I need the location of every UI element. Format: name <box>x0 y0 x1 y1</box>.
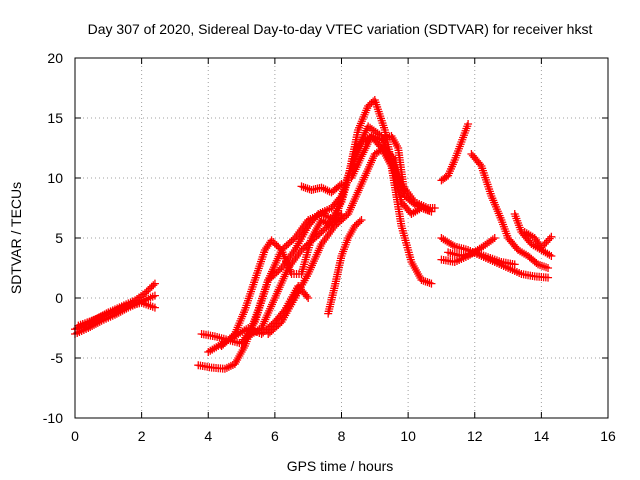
trace-marker <box>301 183 310 192</box>
series-arc-8 <box>244 122 436 341</box>
trace-marker <box>425 278 434 287</box>
x-tick-label: 0 <box>71 428 79 444</box>
chart-title: Day 307 of 2020, Sidereal Day-to-day VTE… <box>88 21 593 37</box>
trace-marker <box>381 134 390 143</box>
series-arc-14 <box>467 150 553 272</box>
trace-marker <box>226 361 235 370</box>
trace-marker <box>421 277 430 286</box>
data-point <box>220 364 229 373</box>
series-arc-13 <box>437 120 473 185</box>
trace-marker <box>371 133 380 142</box>
x-tick-label: 6 <box>271 428 279 444</box>
x-axis: 0 2 4 6 8 10 12 14 16 <box>71 58 616 444</box>
trace-marker <box>335 181 344 190</box>
x-tick-label: 16 <box>600 428 616 444</box>
x-tick-label: 8 <box>338 428 346 444</box>
series-arc-11 <box>324 216 366 318</box>
trace-marker <box>542 263 551 272</box>
trace-marker <box>545 234 554 243</box>
x-tick-label: 14 <box>534 428 550 444</box>
trace-marker <box>224 362 233 371</box>
data-point <box>464 120 473 128</box>
y-tick-label: -10 <box>43 410 63 426</box>
data-point <box>490 234 499 242</box>
trace-marker <box>302 292 311 301</box>
trace-marker <box>379 134 388 143</box>
x-tick-label: 10 <box>400 428 416 444</box>
data-point <box>377 135 386 144</box>
data-point <box>510 260 519 269</box>
data-point <box>337 180 346 188</box>
data-point <box>150 303 159 312</box>
trace-marker <box>299 183 308 192</box>
y-axis: -10 -5 0 5 10 15 20 <box>43 50 608 426</box>
trace-marker <box>538 261 547 270</box>
x-tick-label: 12 <box>467 428 483 444</box>
trace-marker <box>544 236 553 245</box>
series-arc-12 <box>347 132 409 200</box>
x-axis-title: GPS time / hours <box>287 458 394 474</box>
data-point <box>430 204 439 212</box>
data-point <box>427 279 436 288</box>
y-tick-label: -5 <box>51 350 64 366</box>
trace-marker <box>355 217 364 226</box>
trace-marker <box>239 344 248 352</box>
data-point <box>534 260 543 269</box>
x-tick-label: 4 <box>204 428 212 444</box>
trace-marker <box>319 184 328 193</box>
trace-marker <box>536 261 545 270</box>
series-arc-17 <box>444 248 519 269</box>
trace-marker <box>149 281 158 290</box>
data-marks <box>71 96 556 373</box>
y-tick-label: 0 <box>55 290 63 306</box>
trace-marker <box>222 363 231 372</box>
y-tick-label: 5 <box>55 230 63 246</box>
data-point <box>150 279 159 288</box>
data-point <box>417 276 426 284</box>
trace-marker <box>249 319 258 328</box>
series-arc-10 <box>297 180 346 197</box>
trace-marker <box>423 278 432 287</box>
data-point <box>547 232 556 241</box>
data-point <box>367 132 376 140</box>
data-point <box>317 183 326 192</box>
series-arc-3 <box>74 298 159 330</box>
y-tick-label: 20 <box>47 50 63 66</box>
data-point <box>304 294 313 302</box>
data-point <box>357 216 366 224</box>
data-point <box>400 192 409 200</box>
trace-marker <box>303 184 312 193</box>
data-point <box>150 291 159 300</box>
x-tick-label: 2 <box>138 428 146 444</box>
trace-marker <box>539 241 548 250</box>
y-tick-label: 10 <box>47 170 63 186</box>
series-arc-19 <box>520 228 556 252</box>
data-point <box>544 264 553 272</box>
trace-marker <box>389 154 398 163</box>
y-tick-label: 15 <box>47 110 63 126</box>
trace-marker <box>369 132 378 141</box>
trace-marker <box>419 276 428 285</box>
trace-marker <box>393 142 402 150</box>
trace-marker <box>542 238 551 247</box>
trace-marker <box>545 250 554 259</box>
trace-marker <box>321 185 330 194</box>
trace-marker <box>448 241 457 250</box>
data-point <box>547 252 556 260</box>
data-point <box>297 182 306 191</box>
data-point <box>544 273 553 282</box>
trace-marker <box>540 240 549 248</box>
trace-marker <box>488 235 497 244</box>
trace-marker <box>373 134 382 143</box>
trace-marker <box>540 262 549 271</box>
data-point <box>427 207 436 216</box>
data-point <box>424 206 433 215</box>
data-point <box>537 243 546 252</box>
y-axis-title: SDTVAR / TECUs <box>8 182 24 294</box>
trace-marker <box>475 160 484 169</box>
